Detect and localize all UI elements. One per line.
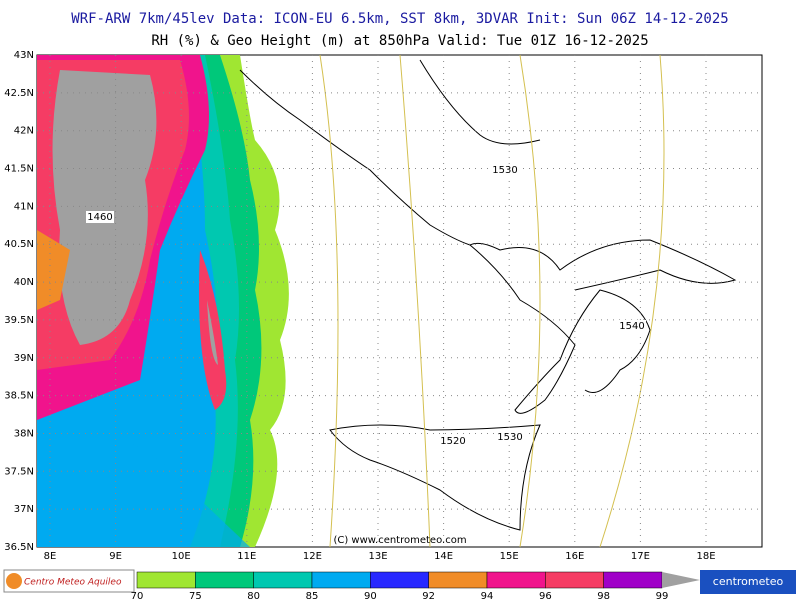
geo-height-contours: [319, 54, 665, 548]
contour-label-bg: [439, 435, 467, 447]
colorbar-label: 70: [131, 591, 144, 600]
lat-label: 37.5N: [4, 466, 34, 477]
title: WRF-ARW 7km/45lev Data: ICON-EU 6.5km, S…: [71, 11, 728, 27]
colorbar-label: 99: [656, 591, 669, 600]
colorbar-swatch: [195, 571, 254, 589]
colorbar-swatch: [370, 571, 429, 589]
colorbar-swatch: [603, 571, 663, 589]
lat-label: 39.5N: [4, 315, 34, 326]
contour-label: 1540: [619, 321, 644, 332]
colorbar-swatch: [311, 571, 371, 589]
contour-label-bg: [491, 164, 519, 176]
contour-label: 1530: [492, 165, 517, 176]
colorbar-label: 90: [364, 591, 377, 600]
lon-label: 14E: [434, 551, 453, 562]
right-logo-box: [700, 570, 796, 594]
map: [36, 54, 763, 548]
lon-label: 16E: [565, 551, 584, 562]
lat-label: 42N: [14, 126, 34, 137]
coastline: [239, 59, 737, 531]
colorbar-swatch: [136, 571, 196, 589]
lon-label: 15E: [500, 551, 519, 562]
lat-label: 42.5N: [4, 88, 34, 99]
lat-label: 36.5N: [4, 542, 34, 553]
colorbar-label: 75: [189, 591, 202, 600]
lat-label: 38N: [14, 428, 34, 439]
lon-label: 17E: [631, 551, 650, 562]
lon-label: 9E: [109, 551, 122, 562]
lat-label: 39N: [14, 353, 34, 364]
contour-label: 1520: [440, 436, 465, 447]
colorbar-label: 92: [422, 591, 435, 600]
lat-label: 37N: [14, 504, 34, 515]
colorbar-swatch: [545, 571, 604, 589]
lat-label: 40N: [14, 277, 34, 288]
contour-label-bg: [496, 431, 524, 443]
colorbar-swatch: [253, 571, 313, 589]
lat-label: 41N: [14, 201, 34, 212]
colorbar-label: 85: [306, 591, 319, 600]
colorbar-swatch: [486, 571, 546, 589]
colorbar-swatch: [662, 572, 700, 588]
lon-label: 13E: [368, 551, 387, 562]
lon-label: 12E: [303, 551, 322, 562]
copyright: (C) www.centrometeo.com: [333, 535, 466, 546]
lon-label: 10E: [172, 551, 191, 562]
colorbar-label: 98: [597, 591, 610, 600]
lat-label: 43N: [14, 50, 34, 61]
left-logo-box: [3, 569, 135, 593]
colorbar-swatch: [428, 571, 488, 589]
subtitle: RH (%) & Geo Height (m) at 850hPa Valid:…: [151, 33, 648, 49]
contour-label-bg: [86, 211, 114, 223]
lon-label: 8E: [44, 551, 57, 562]
lat-label: 38.5N: [4, 391, 34, 402]
lon-label: 11E: [237, 551, 256, 562]
rh-field: [37, 55, 289, 547]
left-logo-icon: [6, 573, 22, 589]
lon-label: 18E: [696, 551, 715, 562]
right-logo: centrometeo: [713, 575, 784, 588]
contour-label: 1530: [497, 432, 522, 443]
contour-label: 1460: [87, 212, 112, 223]
colorbar-label: 96: [539, 591, 552, 600]
colorbar-label: 94: [481, 591, 494, 600]
lat-label: 41.5N: [4, 164, 34, 175]
colorbar-label: 80: [247, 591, 260, 600]
contour-label-bg: [618, 320, 646, 332]
left-logo: Centro Meteo Aquileo: [24, 578, 122, 588]
lat-label: 40.5N: [4, 239, 34, 250]
